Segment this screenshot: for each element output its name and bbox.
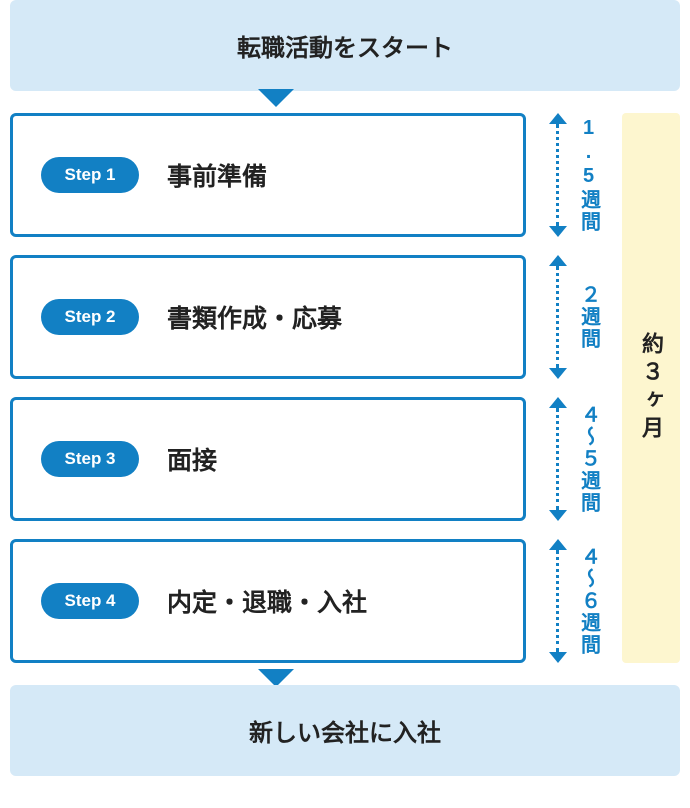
step-card-2: Step 2 書類作成・応募 <box>10 255 526 379</box>
double-arrow-icon <box>549 255 567 379</box>
header-title: 転職活動をスタート <box>237 35 453 62</box>
double-arrow-icon <box>549 113 567 237</box>
step-title: 面接 <box>167 441 217 477</box>
step-card-4: Step 4 内定・退職・入社 <box>10 539 526 663</box>
footer-title: 新しい会社に入社 <box>249 720 441 747</box>
step-title: 内定・退職・入社 <box>167 583 367 619</box>
step-badge: Step 3 <box>41 441 139 477</box>
footer-box: 新しい会社に入社 <box>10 685 680 776</box>
diagram-container: 転職活動をスタート Step 1 事前準備 Step 2 書類作成・応募 Ste… <box>0 0 690 776</box>
step-card-1: Step 1 事前準備 <box>10 113 526 237</box>
duration-slot-1: 1.5週間 <box>536 113 616 237</box>
duration-slot-4: ４〜６週間 <box>536 539 616 663</box>
step-title: 事前準備 <box>167 157 267 193</box>
step-title: 書類作成・応募 <box>167 299 342 335</box>
step-badge: Step 4 <box>41 583 139 619</box>
durations-column: 1.5週間 ２週間 ４〜５週間 ４〜６週間 <box>526 113 616 663</box>
steps-column: Step 1 事前準備 Step 2 書類作成・応募 Step 3 面接 Ste… <box>10 113 526 663</box>
main-row: Step 1 事前準備 Step 2 書類作成・応募 Step 3 面接 Ste… <box>10 113 680 663</box>
duration-slot-2: ２週間 <box>536 255 616 379</box>
duration-label: 1.5週間 <box>575 113 604 237</box>
total-duration-label: 約３ヶ月 <box>635 332 667 444</box>
chevron-down-icon <box>258 89 294 107</box>
step-badge: Step 2 <box>41 299 139 335</box>
total-duration-box: 約３ヶ月 <box>622 113 680 663</box>
double-arrow-icon <box>549 397 567 521</box>
step-card-3: Step 3 面接 <box>10 397 526 521</box>
step-badge: Step 1 <box>41 157 139 193</box>
duration-label: ４〜５週間 <box>575 397 604 521</box>
header-box: 転職活動をスタート <box>10 0 680 91</box>
double-arrow-icon <box>549 539 567 663</box>
duration-label: ２週間 <box>575 255 604 379</box>
duration-label: ４〜６週間 <box>575 539 604 663</box>
duration-slot-3: ４〜５週間 <box>536 397 616 521</box>
